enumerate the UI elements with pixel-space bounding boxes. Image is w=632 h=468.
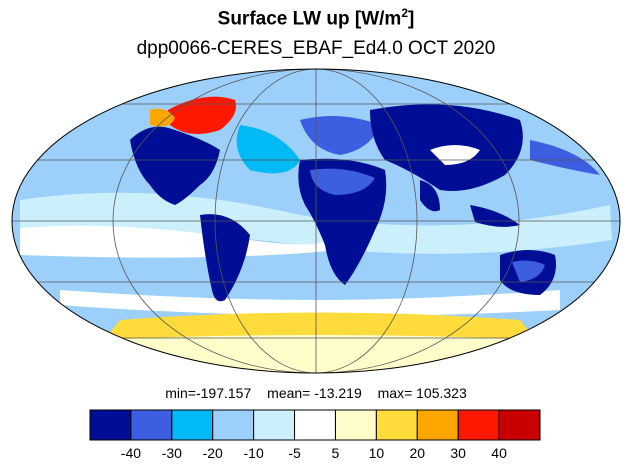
stat-mean: mean= -13.219 (267, 385, 362, 401)
statistics-line: min=-197.157 mean= -13.219 max= 105.323 (0, 385, 632, 401)
ocean-white-band (20, 225, 340, 258)
ocean-cyan-north-pacific (530, 140, 600, 175)
sahara-lighter (310, 168, 375, 195)
world-map (11, 68, 621, 374)
colorbar-label: 40 (491, 445, 507, 461)
africa (298, 158, 387, 285)
europe (300, 116, 380, 155)
stat-max: max= 105.323 (377, 385, 467, 401)
ocean-white-patch-south (60, 290, 560, 317)
colorbar-label: -40 (121, 445, 141, 461)
india (420, 180, 440, 212)
colorbar-swatch (253, 409, 296, 441)
ocean-cyan-north-atlantic (236, 125, 300, 174)
stat-min: min=-197.157 (165, 385, 252, 401)
colorbar-swatch (130, 409, 173, 441)
colorbar-label: 30 (450, 445, 466, 461)
colorbar-label: 5 (332, 445, 340, 461)
colorbar-label: 10 (369, 445, 385, 461)
colorbar-label: -10 (244, 445, 264, 461)
colorbar-label: -5 (288, 445, 301, 461)
colorbar-label: -20 (203, 445, 223, 461)
colorbar-swatch (457, 409, 500, 441)
map-border (11, 68, 621, 374)
colorbar-swatch (375, 409, 418, 441)
colorbar-swatch (334, 409, 377, 441)
colorbar-swatch (294, 409, 336, 441)
colorbar-label: 20 (409, 445, 425, 461)
colorbar-swatch (89, 409, 132, 441)
colorbar-swatch (498, 409, 541, 441)
australia-interior (512, 260, 545, 282)
map-title: Surface LW up [W/m2] (217, 6, 415, 30)
colorbar-swatch (416, 409, 459, 441)
southeast-asia (470, 205, 520, 227)
colorbar-swatch (212, 409, 255, 441)
arctic-canada-warm (150, 108, 175, 127)
colorbar-swatch (171, 409, 214, 441)
colorbar-label: -30 (162, 445, 182, 461)
greenland (168, 96, 236, 134)
south-america (200, 214, 250, 302)
map-subtitle: dpp0066-CERES_EBAF_Ed4.0 OCT 2020 (136, 38, 496, 59)
north-america (130, 126, 220, 205)
